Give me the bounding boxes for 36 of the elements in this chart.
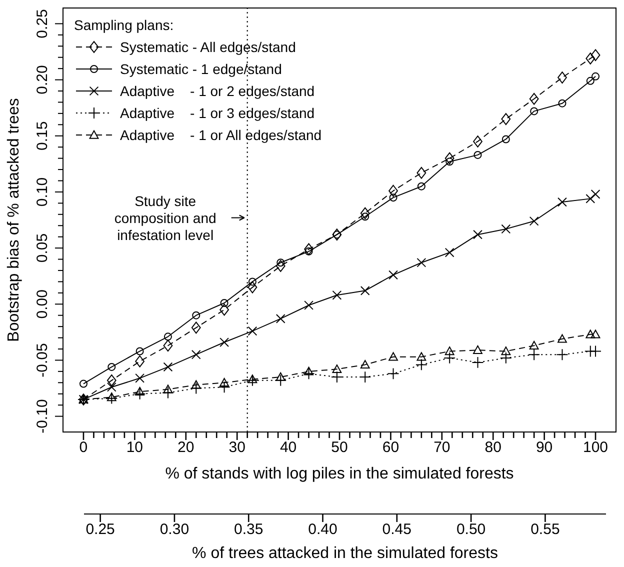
x-tick-label: 70 <box>434 439 450 456</box>
x-tick-label: 40 <box>280 439 297 456</box>
y-tick-label: -0.05 <box>34 343 51 378</box>
x-tick-label: 80 <box>484 439 502 456</box>
x2-tick-label: 0.25 <box>86 521 115 538</box>
legend-label: Adaptive - 1 or All edges/stand <box>120 126 322 145</box>
y-tick-label: 0.15 <box>34 121 51 150</box>
x-tick-label: 100 <box>583 439 608 456</box>
x-tick-label: 10 <box>126 439 144 456</box>
y-tick-label: 0.05 <box>34 233 51 263</box>
x2-tick-label: 0.40 <box>308 521 338 538</box>
y-tick-label: 0.25 <box>34 9 51 38</box>
x2-axis-title: % of trees attacked in the simulated forests <box>192 545 498 562</box>
legend-label: Systematic - All edges/stand <box>120 38 296 57</box>
y-tick-label: -0.10 <box>34 399 51 434</box>
x-tick-label: 60 <box>382 439 400 456</box>
y-tick-label: 0.20 <box>34 65 51 94</box>
y-tick-label: 0.10 <box>34 177 51 207</box>
annotation: Study site composition and infestation level <box>114 192 216 243</box>
y-tick-label: 0.00 <box>34 290 51 319</box>
legend-title: Sampling plans: <box>74 16 175 35</box>
y-axis-title: Bootstrap bias of % attacked trees <box>6 98 23 342</box>
x-tick-label: 90 <box>536 439 553 456</box>
x-tick-label: 50 <box>331 439 348 456</box>
x-tick-label: 30 <box>228 439 246 456</box>
legend-label: Adaptive - 1 or 2 edges/stand <box>120 82 315 101</box>
x-axis-title: % of stands with log piles in the simulated forests <box>165 465 514 482</box>
x2-tick-label: 0.45 <box>382 521 412 538</box>
x2-tick-label: 0.35 <box>234 521 264 538</box>
legend-label: Systematic - 1 edge/stand <box>120 60 282 79</box>
x-tick-label: 0 <box>79 439 88 456</box>
x2-tick-label: 0.55 <box>530 521 560 538</box>
x2-tick-label: 0.50 <box>456 521 486 538</box>
legend-label: Adaptive - 1 or 3 edges/stand <box>120 104 315 123</box>
x2-tick-label: 0.30 <box>160 521 190 538</box>
x-tick-label: 20 <box>178 439 194 456</box>
